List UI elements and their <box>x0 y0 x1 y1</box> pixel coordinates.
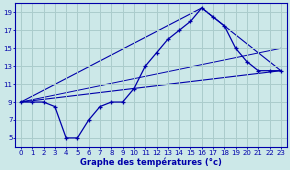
X-axis label: Graphe des températures (°c): Graphe des températures (°c) <box>80 157 222 167</box>
